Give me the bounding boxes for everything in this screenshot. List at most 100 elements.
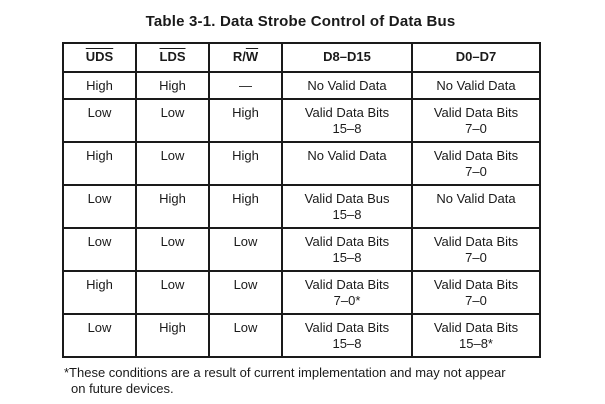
cell-line: 7–0 [465, 293, 487, 308]
cell-line: Valid Data Bits [304, 320, 390, 335]
cell-line: High [86, 277, 113, 292]
overlined-signal-label: W [245, 49, 259, 64]
cell-line: No Valid Data [307, 78, 387, 93]
table-cell: Low [135, 141, 210, 186]
cell-line: Low [160, 105, 185, 120]
table-row: High Low Low Valid Data Bits 7–0* Valid Data … [62, 270, 541, 315]
cell-line: — [239, 78, 252, 93]
cell-line: Low [87, 191, 112, 206]
footnote-line-2: on future devices. [71, 381, 174, 396]
header-label: R/ [232, 49, 246, 64]
table-cell: Low [62, 184, 137, 229]
table-block: Table 3-1. Data Strobe Control of Data B… [62, 0, 541, 397]
table-cell: Valid Data Bus 15–8 [281, 184, 413, 229]
overlined-signal-label: UDS [85, 49, 114, 64]
table-cell: — [208, 71, 283, 100]
cell-line: 7–0 [465, 250, 487, 265]
cell-line: 7–0 [465, 121, 487, 136]
cell-line: 15–8 [332, 121, 362, 136]
cell-line: No Valid Data [436, 78, 516, 93]
cell-line: 15–8 [332, 207, 362, 222]
cell-line: Low [160, 148, 185, 163]
table-cell: Valid Data Bits 7–0 [411, 98, 541, 143]
cell-line: High [232, 105, 259, 120]
table-cell: No Valid Data [281, 71, 413, 100]
cell-line: Valid Data Bits [304, 277, 390, 292]
footnote: *These conditions are a result of curren… [64, 365, 539, 397]
cell-line: Valid Data Bits [433, 234, 519, 249]
table-cell: Low [62, 313, 137, 358]
table-cell: Low [208, 313, 283, 358]
table-row: Low High Low Valid Data Bits 15–8 Valid Data … [62, 313, 541, 358]
cell-line: No Valid Data [436, 191, 516, 206]
cell-line: Low [87, 320, 112, 335]
table-row: Low Low High Valid Data Bits 15–8 Valid Data … [62, 98, 541, 143]
cell-line: High [159, 191, 186, 206]
column-header: D0–D7 [411, 42, 541, 73]
table-cell: Low [62, 98, 137, 143]
table-body: High High — No Valid Data No Valid Data Low Lo… [62, 71, 541, 358]
table-cell: Valid Data Bits 7–0* [281, 270, 413, 315]
cell-line: Valid Data Bits [433, 320, 519, 335]
table-row: Low Low Low Valid Data Bits 15–8 Valid Data B… [62, 227, 541, 272]
cell-line: Low [87, 105, 112, 120]
cell-line: Low [160, 277, 185, 292]
cell-line: Valid Data Bits [433, 277, 519, 292]
table-cell: Valid Data Bits 7–0 [411, 141, 541, 186]
table-cell: High [62, 270, 137, 315]
cell-line: High [159, 78, 186, 93]
table-cell: No Valid Data [281, 141, 413, 186]
table-header: UDS LDS R/W D8–D15 D0–D7 [62, 42, 541, 73]
cell-line: High [232, 191, 259, 206]
table-row: High High — No Valid Data No Valid Data [62, 71, 541, 100]
cell-line: 15–8 [332, 250, 362, 265]
cell-line: Low [233, 234, 258, 249]
table-row: High Low High No Valid Data Valid Data Bits 7… [62, 141, 541, 186]
cell-line: Low [233, 277, 258, 292]
table-cell: Valid Data Bits 15–8 [281, 98, 413, 143]
cell-line: Low [233, 320, 258, 335]
table-cell: High [62, 71, 137, 100]
cell-line: 15–8 [332, 336, 362, 351]
data-strobe-table: UDS LDS R/W D8–D15 D0–D7 High High — No Valid D… [62, 42, 541, 358]
table-cell: No Valid Data [411, 184, 541, 229]
header-row: UDS LDS R/W D8–D15 D0–D7 [62, 42, 541, 73]
cell-line: Valid Data Bits [304, 234, 390, 249]
footnote-line-1: *These conditions are a result of curren… [64, 365, 506, 380]
column-header: R/W [208, 42, 283, 73]
cell-line: Valid Data Bits [433, 148, 519, 163]
table-cell: Low [62, 227, 137, 272]
cell-line: Valid Data Bits [304, 105, 390, 120]
table-cell: Low [135, 227, 210, 272]
table-cell: Valid Data Bits 15–8* [411, 313, 541, 358]
table-cell: Low [135, 98, 210, 143]
cell-line: High [232, 148, 259, 163]
table-cell: Low [208, 270, 283, 315]
cell-line: High [86, 148, 113, 163]
cell-line: 15–8* [459, 336, 493, 351]
table-cell: Valid Data Bits 15–8 [281, 227, 413, 272]
cell-line: Low [160, 234, 185, 249]
column-header: LDS [135, 42, 210, 73]
table-cell: High [135, 313, 210, 358]
cell-line: No Valid Data [307, 148, 387, 163]
cell-line: Valid Data Bus [304, 191, 390, 206]
table-cell: High [208, 141, 283, 186]
table-title: Table 3-1. Data Strobe Control of Data B… [145, 13, 456, 30]
table-cell: High [135, 184, 210, 229]
table-cell: Low [135, 270, 210, 315]
table-cell: Valid Data Bits 15–8 [281, 313, 413, 358]
table-cell: High [208, 184, 283, 229]
cell-line: 7–0 [465, 164, 487, 179]
table-cell: Valid Data Bits 7–0 [411, 227, 541, 272]
table-cell: No Valid Data [411, 71, 541, 100]
table-cell: High [62, 141, 137, 186]
table-cell: Valid Data Bits 7–0 [411, 270, 541, 315]
table-row: Low High High Valid Data Bus 15–8 No Valid Da… [62, 184, 541, 229]
table-cell: High [135, 71, 210, 100]
header-label: D8–D15 [323, 49, 371, 64]
cell-line: Valid Data Bits [433, 105, 519, 120]
column-header: UDS [62, 42, 137, 73]
cell-line: 7–0* [333, 293, 361, 308]
